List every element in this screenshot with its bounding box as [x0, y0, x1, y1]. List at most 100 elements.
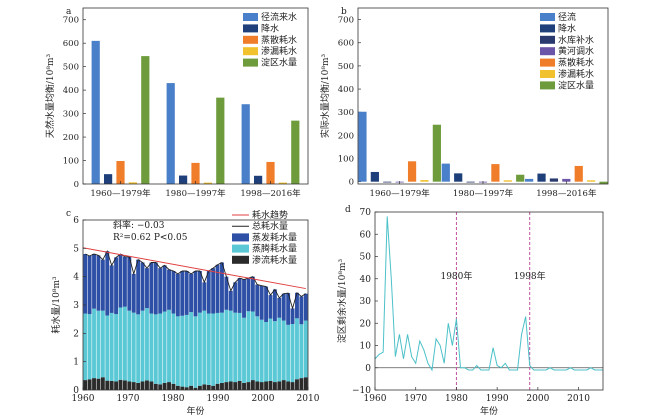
legend-swatch — [540, 13, 555, 21]
bar-transp — [162, 311, 167, 383]
bar-evap — [237, 278, 242, 313]
x-tick-label: 1970 — [117, 394, 140, 404]
bar-径流来水 — [166, 83, 175, 184]
bar-evap — [105, 251, 110, 316]
bar-seep — [277, 381, 282, 390]
panel-a-frame — [82, 7, 309, 185]
legend-label: 蒸发耗水量 — [252, 231, 297, 243]
bar-transp — [202, 310, 207, 385]
bar-seep — [215, 383, 220, 390]
y-tick-label: 0 — [349, 178, 354, 188]
bar-transp — [145, 308, 149, 381]
bar-蒸散耗水 — [407, 161, 417, 182]
y-tick-label: 300 — [338, 108, 354, 118]
legend-label: 渗漏耗水 — [261, 45, 297, 57]
x-tick-label: 1960 — [364, 394, 387, 404]
bar-seep — [233, 382, 238, 390]
bar-transp — [272, 321, 277, 383]
bar-径流来水 — [241, 104, 250, 184]
bar-蒸散耗水 — [574, 165, 583, 182]
y-tick-label: 600 — [338, 39, 354, 49]
bar-transp — [237, 312, 242, 381]
legend-label: 降水 — [558, 22, 576, 34]
bar-transp — [153, 314, 158, 384]
bar-transp — [140, 310, 145, 382]
bar-seep — [92, 378, 96, 390]
y-tick-label: 2 — [73, 329, 79, 339]
bar-evap — [87, 255, 92, 315]
x-axis-label: 年份 — [480, 405, 498, 417]
x-tick-label: 1990 — [486, 394, 509, 404]
bar-transp — [87, 314, 92, 380]
bar-seep — [100, 377, 105, 390]
bar-降水 — [454, 173, 463, 182]
bar-evap — [109, 265, 114, 313]
panel-letter: a — [66, 7, 72, 17]
bar-seep — [211, 385, 216, 390]
bar-transp — [184, 314, 189, 388]
bar-transp — [175, 316, 180, 386]
bar-evap — [167, 269, 171, 310]
bar-蒸散耗水 — [191, 162, 200, 184]
legend-swatch — [232, 233, 249, 242]
bar-transp — [197, 312, 202, 386]
bar-transp — [259, 319, 264, 383]
bar-淀区水量 — [516, 174, 525, 182]
bar-transp — [100, 310, 105, 378]
bar-transp — [211, 313, 216, 386]
legend-swatch — [540, 24, 555, 33]
bar-evap — [175, 273, 180, 317]
bar-transp — [233, 312, 238, 383]
bar-径流 — [525, 178, 534, 182]
bar-径流 — [441, 163, 450, 182]
bar-evap — [259, 285, 264, 320]
bar-evap — [100, 259, 105, 311]
bar-降水 — [537, 173, 546, 182]
y-tick-label: 40 — [360, 275, 372, 285]
trend-line — [82, 247, 306, 290]
y-axis-label: 天然水量均衡/10⁸m³ — [44, 53, 56, 138]
bar-降水 — [104, 174, 113, 184]
bar-蒸散耗水 — [116, 161, 125, 184]
y-tick-label: 10 — [360, 342, 372, 352]
panel-c-frame — [82, 219, 309, 391]
vline-label: 1980年 — [440, 270, 472, 282]
bar-seep — [259, 382, 264, 390]
legend-label: 耗水趋势 — [252, 209, 288, 221]
bar-evap — [277, 297, 282, 318]
bar-evap — [158, 268, 163, 314]
bar-seep — [303, 377, 308, 390]
y-tick-label: 20 — [360, 319, 372, 329]
bar-evap — [171, 271, 176, 314]
panel-a: 0 100 200 300 400 500 600 700 1960—1979年 1980—199… — [44, 7, 301, 199]
bar-evap — [268, 295, 273, 319]
bar-transp — [277, 317, 282, 382]
bar-seep — [281, 380, 286, 390]
bar-evap — [149, 262, 154, 314]
bar-evap — [136, 259, 141, 315]
bar-seep — [131, 382, 136, 390]
bar-降水 — [179, 175, 188, 184]
bar-seep — [189, 385, 194, 390]
bar-seep — [171, 383, 176, 390]
bar-seep — [299, 378, 304, 390]
bar-evap — [290, 308, 295, 324]
bar-transp — [206, 313, 211, 385]
bar-evap — [140, 262, 145, 311]
bar-evap — [264, 286, 269, 322]
y-tick-label: 50 — [360, 253, 372, 263]
bar-evap — [211, 268, 216, 314]
bar-transp — [158, 313, 163, 385]
bar-seep — [184, 387, 189, 390]
legend-label: 蒸散耗水 — [261, 34, 297, 46]
bar-seep — [167, 382, 171, 390]
y-tick-label: 5 — [73, 244, 79, 254]
x-tick-label: 1990 — [207, 394, 230, 404]
bar-evap — [197, 271, 202, 313]
legend-swatch — [540, 35, 555, 44]
bar-渗漏耗水 — [203, 182, 212, 184]
legend-label: 水库补水 — [558, 34, 594, 46]
x-tick-label: 1980 — [445, 394, 468, 404]
y-tick-label: 3 — [73, 301, 79, 311]
